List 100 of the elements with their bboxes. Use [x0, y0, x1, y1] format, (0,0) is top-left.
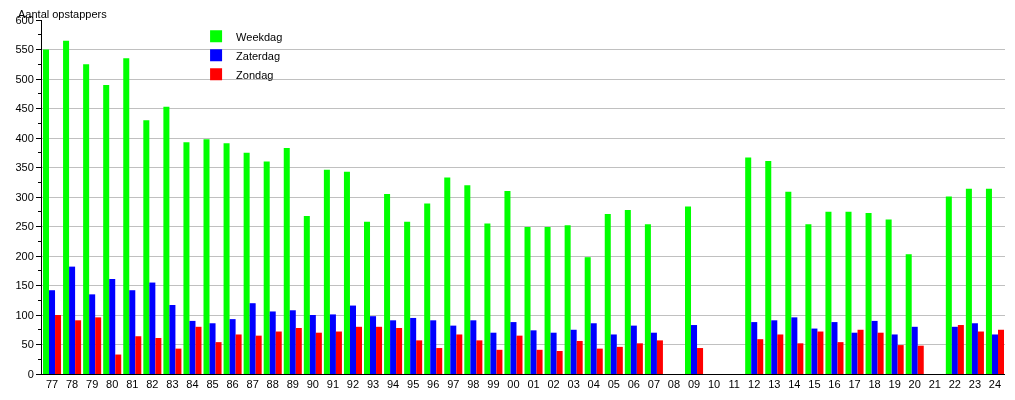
bar [49, 290, 56, 374]
bar [865, 212, 872, 374]
legend-label: Zaterdag [236, 49, 281, 62]
y-tick-label: 550 [15, 43, 34, 56]
bar [390, 320, 397, 374]
bar [410, 317, 417, 374]
bar [115, 354, 122, 374]
bar [43, 49, 50, 374]
bar [805, 224, 812, 374]
x-tick-label: 81 [126, 378, 139, 391]
bar [149, 282, 156, 374]
bar [464, 185, 471, 374]
x-tick-label: 15 [808, 378, 821, 391]
bar [470, 320, 477, 374]
bar [243, 152, 250, 374]
bar [564, 225, 571, 374]
bar [129, 290, 136, 374]
bar [837, 342, 844, 374]
bar [604, 214, 611, 374]
x-tick-label: 21 [928, 378, 941, 391]
bar [811, 328, 818, 374]
bar [891, 334, 898, 374]
x-tick-label: 08 [667, 378, 681, 391]
y-tick-label: 50 [21, 338, 34, 351]
bar [584, 257, 591, 374]
x-tick-label: 90 [306, 378, 319, 391]
bar [791, 317, 798, 374]
bar [189, 320, 196, 374]
bar [536, 349, 543, 374]
y-tick-label: 500 [15, 72, 34, 85]
bar [63, 40, 70, 374]
x-tick-label: 09 [687, 378, 701, 391]
bar [370, 316, 377, 374]
bar [69, 266, 76, 374]
bar [596, 348, 603, 374]
x-tick-label: 85 [206, 378, 219, 391]
bar [55, 315, 62, 374]
bar [817, 331, 824, 374]
bar [777, 334, 784, 374]
bar [997, 329, 1004, 374]
bar [209, 323, 216, 374]
bar [289, 310, 296, 374]
x-tick-label: 11 [728, 378, 740, 391]
x-tick-label: 78 [65, 378, 79, 391]
bar [364, 221, 371, 374]
x-tick-label: 01 [527, 378, 540, 391]
bar [269, 311, 276, 374]
x-tick-label: 84 [186, 378, 199, 391]
bar [510, 322, 517, 374]
x-tick-label: 14 [788, 378, 801, 391]
bar [163, 106, 170, 374]
y-tick-label: 450 [15, 102, 34, 115]
bar [524, 227, 531, 374]
x-tick-label: 80 [106, 378, 119, 391]
bar [530, 330, 537, 374]
bar [610, 334, 617, 374]
bar [644, 224, 651, 374]
x-tick-label: 91 [326, 378, 340, 391]
bar [83, 64, 90, 374]
x-tick-label: 83 [166, 378, 179, 391]
bar [109, 279, 116, 374]
bar [570, 329, 577, 374]
bar [590, 323, 597, 374]
x-tick-label: 92 [346, 378, 360, 391]
bar [550, 332, 557, 374]
x-tick-label: 07 [647, 378, 661, 391]
x-tick-label: 82 [146, 378, 159, 391]
x-tick-label: 96 [427, 378, 440, 391]
bar [897, 345, 904, 374]
x-tick-label: 18 [868, 378, 881, 391]
bar [175, 348, 182, 374]
bar [235, 334, 242, 374]
y-tick-label: 150 [15, 279, 34, 292]
bar [384, 194, 391, 374]
y-tick-label: 400 [15, 131, 34, 144]
bar [991, 334, 998, 374]
x-tick-label: 05 [607, 378, 620, 391]
bar [871, 320, 878, 374]
bar [229, 319, 236, 374]
bar [329, 314, 336, 374]
x-tick-label: 97 [447, 378, 460, 391]
bar [845, 211, 852, 374]
bar [303, 215, 310, 374]
bar [484, 223, 491, 374]
bar [544, 227, 551, 374]
bar [504, 191, 511, 374]
bar [971, 323, 978, 374]
bar [430, 320, 437, 374]
bar [355, 326, 362, 374]
bar [275, 331, 282, 374]
bar [223, 143, 230, 374]
bar [169, 304, 176, 374]
bar [496, 349, 503, 374]
bar [249, 303, 256, 374]
x-tick-label: 79 [86, 378, 99, 391]
bar [309, 315, 316, 374]
bar [831, 322, 838, 374]
bar [456, 334, 463, 374]
bar [745, 157, 752, 374]
bar [89, 294, 96, 374]
